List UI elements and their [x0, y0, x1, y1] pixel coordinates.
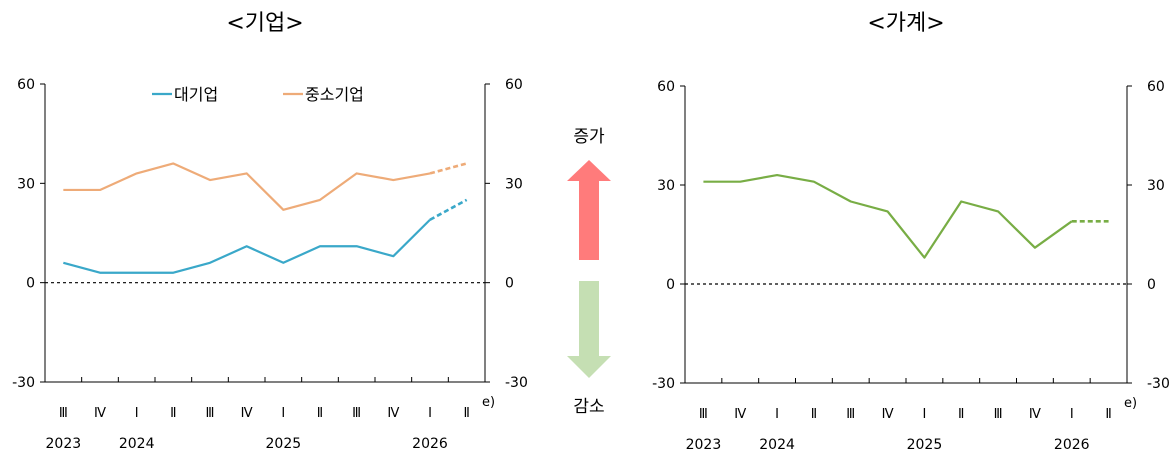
y-tick-label-right: 30 — [505, 176, 523, 192]
year-label: 2023 — [46, 436, 82, 452]
y-tick-label-left: 60 — [17, 77, 35, 93]
series-forecast-line-1 — [429, 198, 468, 221]
y-tick-label-right: 60 — [505, 77, 523, 93]
x-tick-label: Ⅰ — [135, 406, 139, 421]
x-tick-label: Ⅱ — [317, 406, 323, 421]
legend-label: 대기업 — [174, 85, 218, 104]
x-tick-label: Ⅲ — [846, 407, 855, 422]
x-tick-label: Ⅲ — [59, 406, 68, 421]
y-tick-label-right: 30 — [1147, 178, 1165, 194]
x-tick-label: Ⅰ — [281, 406, 285, 421]
y-tick-label-left: 0 — [666, 277, 675, 293]
down-arrow-icon — [567, 281, 611, 378]
x-tick-label: Ⅱ — [958, 407, 964, 422]
direction-indicator: 증가 감소 — [567, 127, 611, 417]
x-tick-label: Ⅳ — [241, 406, 253, 421]
series-forecast-line-2 — [429, 162, 468, 175]
y-tick-label-left: -30 — [12, 375, 35, 391]
year-label: 2026 — [1054, 437, 1090, 453]
x-tick-label: Ⅱ — [463, 406, 469, 421]
x-tick-label: Ⅲ — [699, 407, 708, 422]
series-line-2 — [63, 162, 431, 211]
up-arrow-icon — [567, 160, 611, 260]
year-label: 2023 — [686, 437, 722, 453]
y-tick-label-right: -30 — [505, 375, 528, 391]
forecast-mark: e) — [482, 395, 495, 410]
x-tick-label: Ⅲ — [352, 406, 361, 421]
series-line-1 — [703, 174, 1073, 259]
x-tick-label: Ⅲ — [994, 407, 1003, 422]
y-tick-label-right: 0 — [1147, 277, 1156, 293]
y-tick-label-left: -30 — [652, 376, 675, 392]
x-tick-label: Ⅱ — [1105, 407, 1111, 422]
forecast-mark: e) — [1124, 396, 1137, 411]
x-tick-label: Ⅰ — [922, 407, 926, 422]
y-tick-label-right: -30 — [1147, 376, 1170, 392]
y-tick-label-left: 0 — [26, 276, 35, 292]
year-label: 2024 — [759, 437, 795, 453]
y-tick-label-right: 0 — [505, 276, 514, 292]
panel-corporate: <기업> 60 60 30 30 0 0 -30 -30 Ⅲ Ⅳ Ⅰ Ⅱ Ⅲ Ⅳ Ⅰ Ⅱ Ⅲ Ⅳ Ⅰ Ⅱ 2023 2024… — [12, 11, 528, 452]
year-label: 2025 — [907, 437, 943, 453]
x-tick-label: Ⅰ — [775, 407, 779, 422]
series-line-1 — [63, 218, 431, 274]
chart-title: <기업> — [226, 11, 303, 36]
x-tick-label: Ⅱ — [811, 407, 817, 422]
y-tick-label-left: 60 — [657, 79, 675, 95]
legend-label: 중소기업 — [305, 85, 364, 104]
x-tick-label: Ⅳ — [1029, 407, 1041, 422]
year-label: 2024 — [119, 436, 155, 452]
x-tick-label: Ⅳ — [94, 406, 106, 421]
chart-title: <가계> — [867, 11, 944, 36]
y-tick-label-right: 60 — [1147, 79, 1165, 95]
y-tick-label-left: 30 — [17, 176, 35, 192]
year-label: 2026 — [412, 436, 448, 452]
x-tick-label: Ⅳ — [387, 406, 399, 421]
increase-label: 증가 — [573, 127, 605, 147]
x-tick-label: Ⅳ — [734, 407, 746, 422]
panel-household: <가계> 60 60 30 30 0 0 -30 -30 Ⅲ Ⅳ Ⅰ Ⅱ Ⅲ Ⅳ Ⅰ Ⅱ Ⅲ Ⅳ Ⅰ Ⅱ 2023 2024… — [652, 11, 1170, 453]
x-tick-label: Ⅰ — [428, 406, 432, 421]
decrease-label: 감소 — [573, 397, 604, 417]
year-label: 2025 — [266, 436, 302, 452]
x-tick-label: Ⅳ — [882, 407, 894, 422]
y-tick-label-left: 30 — [657, 178, 675, 194]
x-tick-label: Ⅱ — [170, 406, 176, 421]
x-tick-label: Ⅰ — [1070, 407, 1074, 422]
x-tick-label: Ⅲ — [206, 406, 215, 421]
